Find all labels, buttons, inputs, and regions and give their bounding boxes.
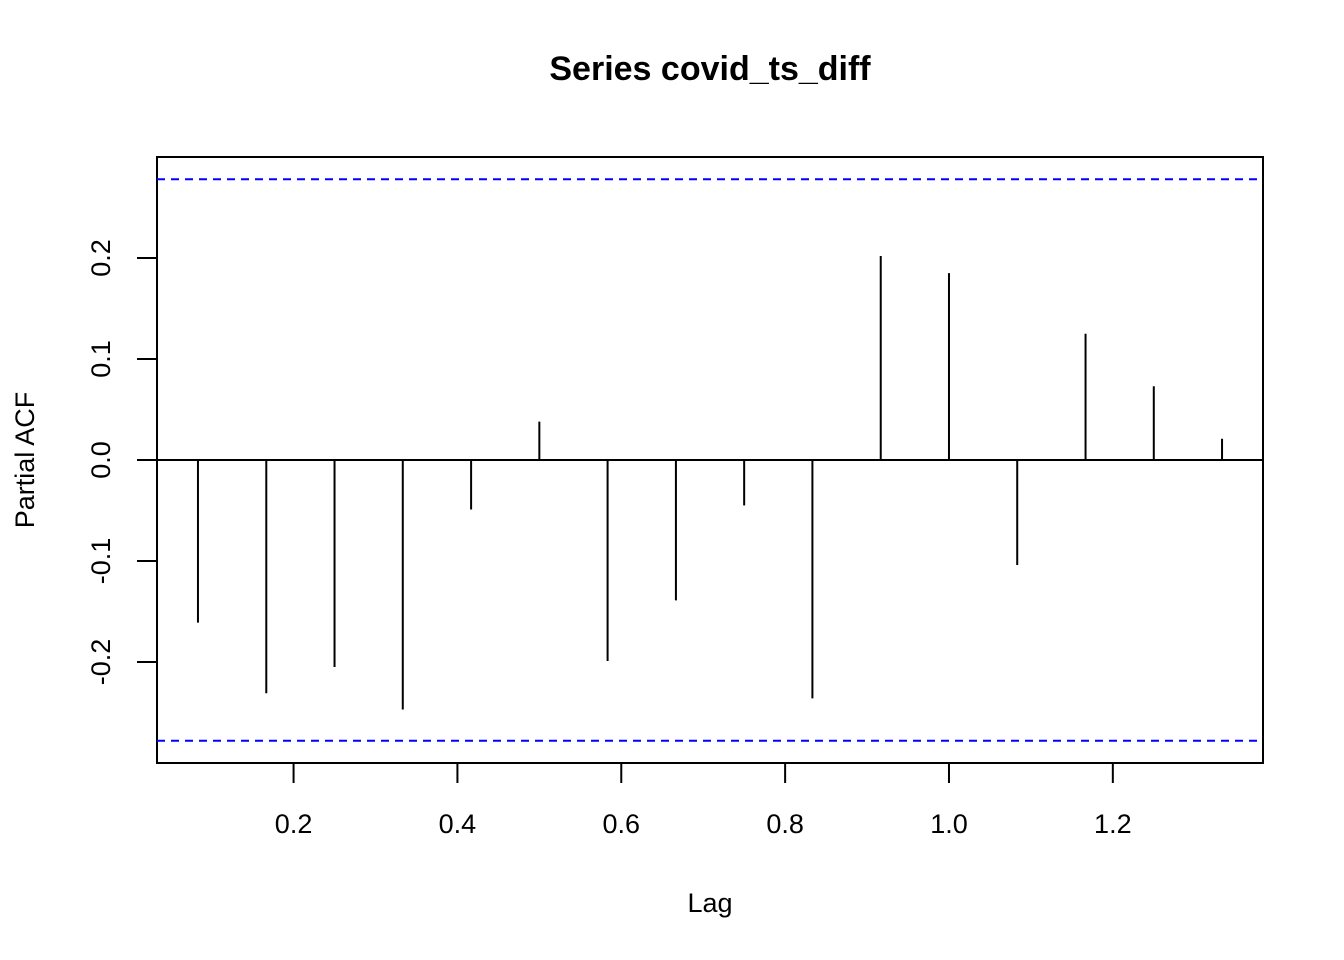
y-axis-label: Partial ACF	[10, 392, 40, 529]
y-axis: -0.2 -0.1 0.0 0.1 0.2	[86, 239, 157, 685]
x-axis-label: Lag	[687, 888, 732, 918]
pacf-bars	[157, 255, 1263, 710]
confidence-bounds	[157, 178, 1263, 742]
x-tick-label: 0.2	[275, 809, 313, 839]
x-tick-label: 0.8	[766, 809, 804, 839]
chart-title: Series covid_ts_diff	[549, 50, 871, 88]
x-axis: 0.2 0.4 0.6 0.8 1.0 1.2	[275, 763, 1132, 839]
y-tick-label: -0.1	[86, 538, 116, 585]
y-tick-label: 0.0	[86, 441, 116, 479]
y-tick-label: -0.2	[86, 639, 116, 686]
x-tick-label: 1.0	[930, 809, 968, 839]
y-tick-label: 0.1	[86, 340, 116, 378]
y-tick-label: 0.2	[86, 239, 116, 277]
x-tick-label: 0.4	[439, 809, 477, 839]
x-tick-label: 1.2	[1094, 809, 1132, 839]
x-tick-label: 0.6	[603, 809, 641, 839]
